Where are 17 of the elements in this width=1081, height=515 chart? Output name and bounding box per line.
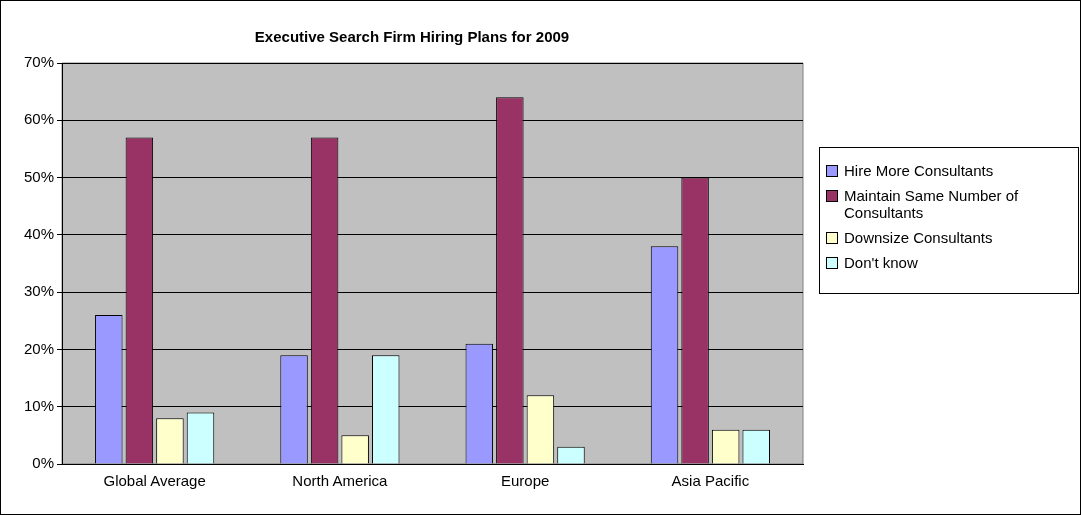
y-tick-label: 60% [23,110,55,128]
x-tick-label: North America [292,472,389,490]
y-tick-label: 70% [23,53,55,71]
y-tick-label: 20% [23,339,55,357]
y-tick-label: 40% [23,225,55,242]
y-tick-label: 50% [23,167,55,185]
legend-label: Downsize Consultants [844,229,993,246]
legend-label: Don't know [844,254,918,271]
legend-label: Maintain Same Number of Consultants [844,187,1020,221]
legend-label: Hire More Consultants [844,162,994,179]
x-tick-label: Global Average [103,472,206,490]
y-tick-label: 10% [23,396,55,414]
x-tick-label: Asia Pacific [671,472,750,490]
y-tick-label: 0% [32,454,55,472]
y-tick-label: 30% [23,282,55,300]
chart-title: Executive Search Firm Hiring Plans for 2009 [254,28,570,46]
x-tick-label: Europe [500,472,550,490]
